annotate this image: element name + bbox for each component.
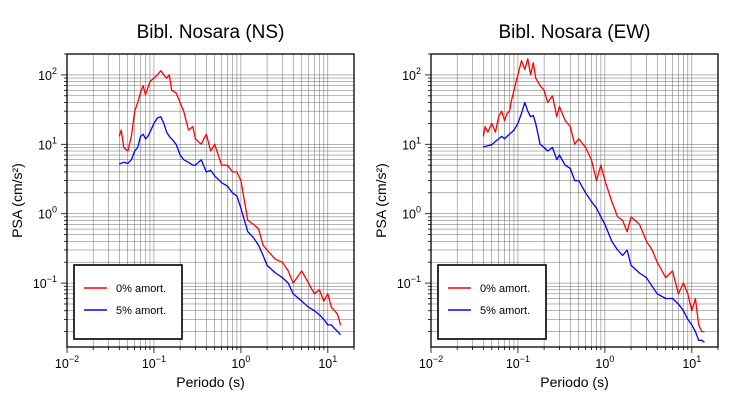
legend-label: 5% amort. — [480, 305, 530, 317]
y-tick-label: 102 — [402, 66, 421, 83]
y-tick-label: 101 — [38, 135, 57, 152]
x-tick-label: 10−2 — [419, 354, 443, 371]
x-tick-label: 101 — [682, 354, 701, 371]
plot-frame — [430, 53, 719, 348]
series-line-amort-0 — [118, 70, 342, 326]
grid-lines — [66, 53, 355, 347]
legend-label: 0% amort. — [116, 283, 166, 295]
x-tick-label: 100 — [595, 354, 614, 371]
y-axis-label: PSA (cm/s²) — [373, 163, 389, 238]
y-tick-label: 100 — [402, 205, 421, 222]
y-axis-label: PSA (cm/s²) — [9, 163, 25, 238]
legend-label: 5% amort. — [116, 305, 166, 317]
x-tick-label: 101 — [318, 354, 337, 371]
legend-label: 0% amort. — [480, 283, 530, 295]
x-tick-label: 10−1 — [506, 354, 530, 371]
chart-panel-2: Bibl. Nosara (EW) 10−2 10−1 100 101 10−1 100 10… — [373, 22, 719, 390]
legend: 0% amort. 5% amort. — [437, 264, 547, 340]
series-line-amort-5 — [119, 116, 341, 336]
x-tick-label: 10−1 — [142, 354, 166, 371]
legend-box — [73, 264, 183, 340]
x-axis-label: Periodo (s) — [176, 374, 244, 390]
plot-frame — [66, 53, 355, 348]
y-tick-label: 101 — [402, 135, 421, 152]
series-line-amort-5 — [483, 101, 705, 343]
series-line-amort-0 — [482, 58, 705, 333]
chart-panel-1: Bibl. Nosara (NS) 10−2 10−1 100 101 10−1 100 10… — [9, 22, 355, 390]
axis-ticks — [61, 53, 355, 353]
x-axis-label: Periodo (s) — [540, 374, 608, 390]
chart-title: Bibl. Nosara (NS) — [137, 22, 285, 43]
y-tick-label: 100 — [38, 205, 57, 222]
y-tick-label: 102 — [38, 66, 57, 83]
y-tick-label: 10−1 — [33, 274, 57, 291]
legend: 0% amort. 5% amort. — [73, 264, 183, 340]
x-tick-label: 100 — [231, 354, 250, 371]
y-tick-label: 10−1 — [397, 274, 421, 291]
chart-title: Bibl. Nosara (EW) — [498, 22, 650, 43]
legend-box — [437, 264, 547, 340]
x-tick-label: 10−2 — [55, 354, 79, 371]
